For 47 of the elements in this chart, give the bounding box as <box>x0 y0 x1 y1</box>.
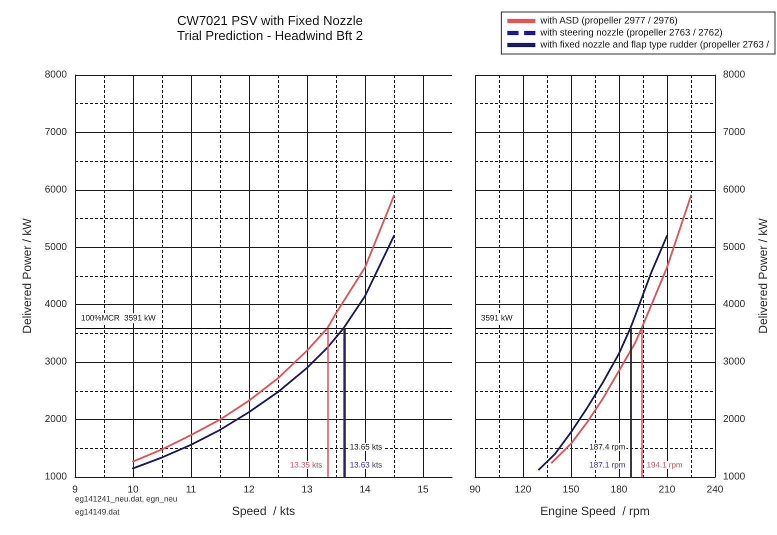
y-tick-label: 2000 <box>44 414 68 426</box>
y-tick-label: 6000 <box>723 184 746 196</box>
y-tick-label: 2000 <box>723 414 746 426</box>
y-axis-title: Delivered Power / kW <box>756 218 770 334</box>
y-tick-label: 7000 <box>44 126 68 138</box>
chart-title: CW7021 PSV with Fixed Nozzle Trial Prediction - Headwind Bft 2 <box>177 13 363 43</box>
x-tick-label: 180 <box>610 484 628 496</box>
ref-line-label: 13.35 kts <box>290 460 322 470</box>
x-tick-label: 11 <box>186 484 197 496</box>
x-tick-label: 150 <box>562 484 580 496</box>
x-tick-label: 14 <box>359 484 371 496</box>
ref-line-label: 13.63 kts <box>350 460 382 470</box>
y-tick-label: 6000 <box>44 184 68 196</box>
ref-line-label: 187.4 rpm <box>589 442 626 452</box>
x-tick-label: 210 <box>658 484 676 496</box>
y-tick-label: 5000 <box>44 242 68 253</box>
y-axis-title: Delivered Power / kW <box>20 218 34 334</box>
x-tick-label: 120 <box>514 484 532 496</box>
x-tick-label: 12 <box>243 484 255 496</box>
y-tick-label: 1000 <box>723 472 746 482</box>
x-tick-label: 9 <box>72 484 78 496</box>
y-tick-label: 8000 <box>723 70 746 80</box>
x-tick-label: 13 <box>301 484 313 496</box>
x-tick-label: 15 <box>417 484 429 496</box>
y-tick-label: 1000 <box>44 472 68 482</box>
text: eg14149.dat <box>75 508 120 516</box>
x-tick-label: 10 <box>127 484 139 496</box>
x-axis-title: Speed / kts <box>232 504 296 518</box>
y-tick-label: 3000 <box>44 356 68 368</box>
ref-line-label: 187.1 rpm <box>589 460 626 470</box>
ref-line-label: 13.65 kts <box>350 442 382 452</box>
y-tick-label: 5000 <box>723 242 746 253</box>
y-tick-label: 4000 <box>723 299 746 310</box>
x-tick-label: 90 <box>469 484 481 496</box>
y-tick-label: 7000 <box>723 126 746 138</box>
ref-line-label: 194.1 rpm <box>646 460 683 470</box>
legend-label: with ASD (propeller 2977 / 2976) <box>539 16 678 26</box>
x-axis-title: Engine Speed / rpm <box>540 504 650 518</box>
y-tick-label: 8000 <box>44 70 68 80</box>
legend-label: with fixed nozzle and flap type rudder (propeller 2763 / <box>539 40 770 50</box>
x-tick-label: 240 <box>706 484 724 496</box>
y-tick-label: 3000 <box>723 356 746 368</box>
legend-label: with steering nozzle (propeller 2763 / 2762) <box>539 28 723 38</box>
y-tick-label: 4000 <box>44 299 68 310</box>
ref-line-label: 3591 kW <box>481 314 514 323</box>
ref-line-label: 100%MCR 3591 kW <box>81 314 156 323</box>
text: eg141241_neu.dat, egn_neu <box>75 494 178 504</box>
